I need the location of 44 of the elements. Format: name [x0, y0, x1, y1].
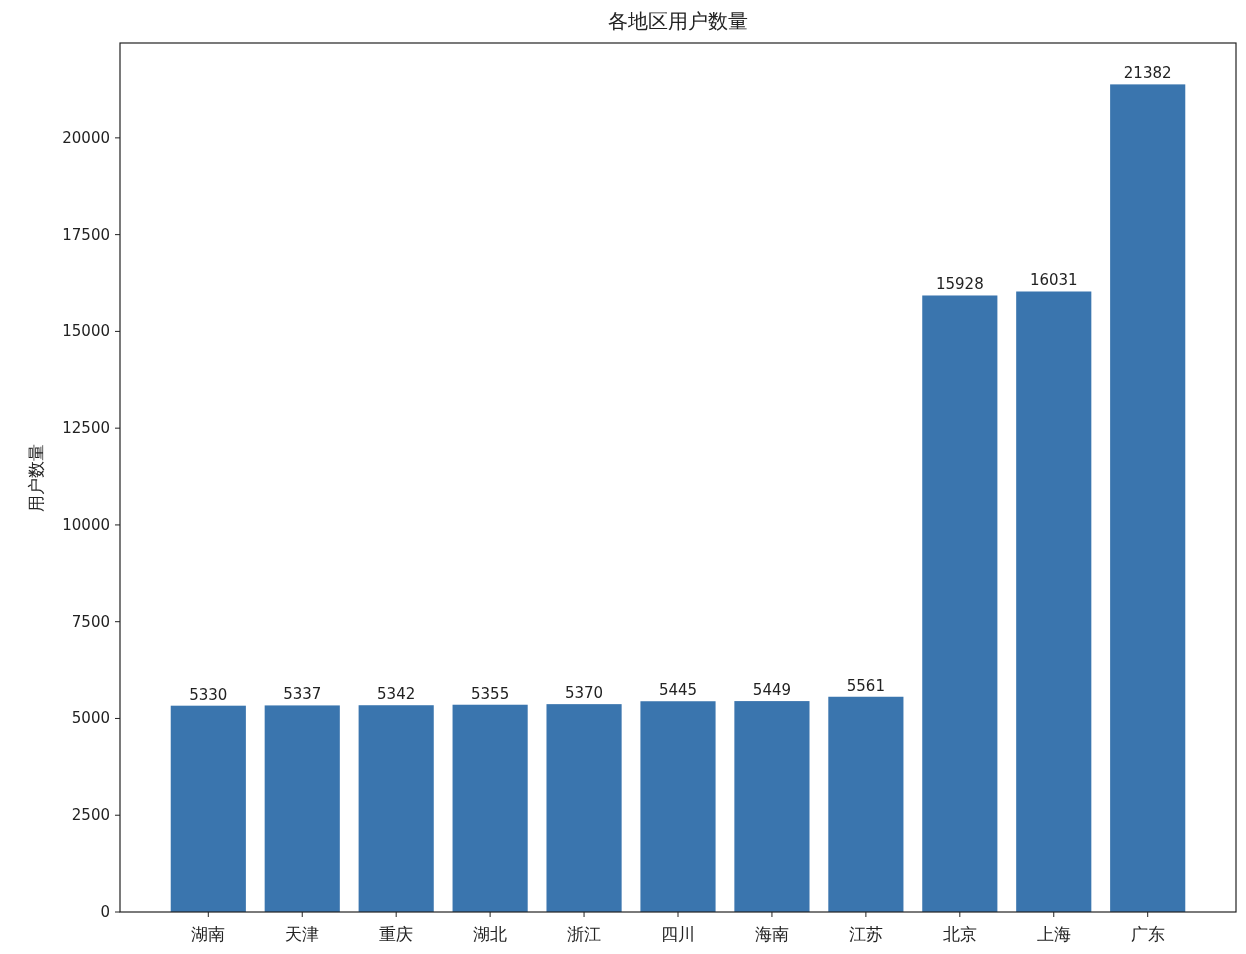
- y-tick-label: 17500: [62, 225, 110, 244]
- x-tick-label: 海南: [754, 924, 789, 944]
- y-tick-label: 10000: [62, 515, 110, 534]
- y-axis-title: 用户数量: [26, 443, 46, 512]
- x-tick-label: 浙江: [567, 924, 602, 944]
- y-tick-label: 5000: [71, 709, 110, 728]
- data-label: 5449: [752, 681, 792, 700]
- bar: [922, 295, 998, 912]
- data-label: 21382: [1123, 64, 1172, 83]
- y-tick-label: 15000: [62, 322, 110, 341]
- bar: [640, 701, 716, 912]
- bar: [264, 705, 340, 912]
- data-label: 5370: [564, 684, 604, 703]
- y-tick-label: 7500: [71, 612, 110, 631]
- x-tick-label: 江苏: [848, 924, 883, 944]
- x-tick-label: 湖北: [473, 924, 508, 944]
- data-label: 5330: [189, 685, 228, 704]
- x-tick-label: 北京: [942, 924, 977, 944]
- y-tick-label: 12500: [62, 419, 110, 438]
- x-tick-label: 天津: [285, 924, 320, 944]
- bar: [1016, 291, 1092, 912]
- data-label: 5445: [658, 681, 698, 700]
- bar: [546, 704, 622, 912]
- bar: [734, 701, 810, 912]
- x-tick-label: 湖南: [191, 924, 226, 944]
- bar: [828, 696, 904, 912]
- bar: [452, 704, 528, 912]
- data-label: 16031: [1029, 271, 1078, 290]
- y-tick-label: 2500: [71, 806, 110, 825]
- x-tick-label: 四川: [661, 924, 695, 944]
- data-label: 5561: [846, 676, 885, 695]
- chart-title: 各地区用户数量: [608, 9, 748, 33]
- data-label: 15928: [935, 275, 984, 294]
- x-tick-label: 广东: [1130, 924, 1165, 944]
- bar: [170, 705, 246, 912]
- y-tick-label: 20000: [62, 128, 110, 147]
- y-tick-label: 0: [100, 903, 110, 921]
- x-tick-label: 上海: [1036, 924, 1071, 944]
- data-label: 5337: [283, 685, 322, 704]
- data-label: 5355: [471, 684, 510, 703]
- bar: [1110, 84, 1186, 912]
- bar: [358, 705, 434, 912]
- x-tick-label: 重庆: [379, 924, 414, 944]
- data-label: 5342: [377, 685, 416, 704]
